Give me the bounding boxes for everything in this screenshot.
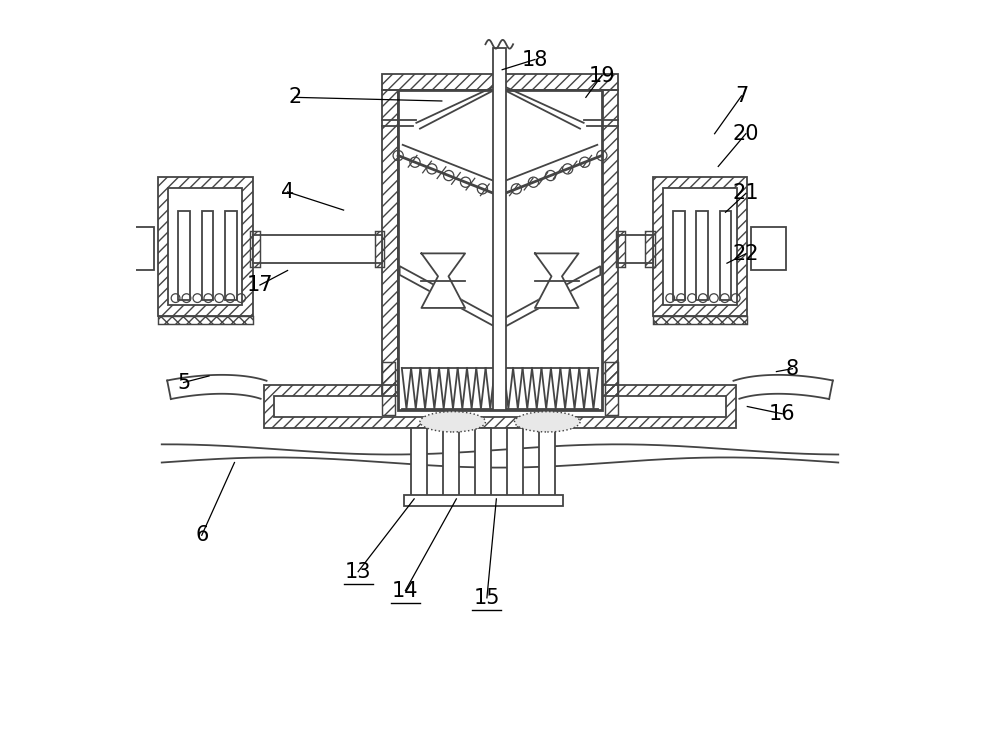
Text: 18: 18	[522, 50, 548, 70]
Text: 21: 21	[733, 183, 759, 203]
Bar	[168, 188, 242, 306]
Bar	[225, 211, 237, 300]
Bar	[493, 48, 506, 410]
Bar	[178, 211, 190, 300]
Bar	[539, 428, 555, 498]
Bar	[653, 316, 747, 324]
Bar	[507, 428, 523, 498]
Polygon shape	[400, 266, 600, 329]
Polygon shape	[421, 254, 465, 308]
Bar	[274, 396, 726, 417]
Text: 4: 4	[281, 182, 294, 202]
Ellipse shape	[515, 412, 580, 432]
Bar	[375, 231, 384, 268]
Bar	[663, 188, 737, 306]
Bar	[382, 74, 618, 90]
Bar	[250, 231, 260, 268]
Bar	[264, 385, 736, 428]
Bar	[120, 226, 154, 270]
Bar	[696, 211, 708, 300]
Bar	[158, 316, 253, 324]
Text: 14: 14	[392, 581, 419, 600]
Bar	[404, 496, 563, 507]
Bar	[382, 90, 398, 410]
Bar	[411, 428, 427, 498]
Text: 20: 20	[733, 124, 759, 144]
Bar	[398, 90, 602, 410]
Text: 2: 2	[288, 87, 301, 107]
Bar	[720, 211, 731, 300]
Ellipse shape	[420, 412, 485, 432]
Bar	[253, 235, 382, 263]
Text: 5: 5	[177, 372, 190, 392]
Bar	[202, 211, 213, 300]
Bar	[618, 235, 653, 263]
Text: 7: 7	[735, 86, 748, 106]
Text: 8: 8	[786, 358, 799, 379]
Bar	[751, 226, 786, 270]
Bar	[602, 90, 618, 410]
Bar	[382, 400, 618, 410]
Bar	[382, 362, 395, 414]
Bar	[645, 231, 655, 268]
Bar	[673, 211, 685, 300]
Polygon shape	[535, 254, 579, 308]
Bar	[475, 428, 491, 498]
Text: 17: 17	[247, 275, 273, 295]
Text: 13: 13	[345, 561, 371, 582]
Text: 16: 16	[769, 404, 796, 424]
Text: 19: 19	[589, 65, 615, 86]
Text: 6: 6	[195, 526, 208, 545]
Bar	[653, 177, 747, 316]
Bar	[605, 362, 618, 414]
Bar	[443, 428, 459, 498]
Bar	[616, 231, 625, 268]
Bar	[158, 177, 253, 316]
Text: 22: 22	[733, 244, 759, 264]
Text: 15: 15	[474, 588, 500, 608]
